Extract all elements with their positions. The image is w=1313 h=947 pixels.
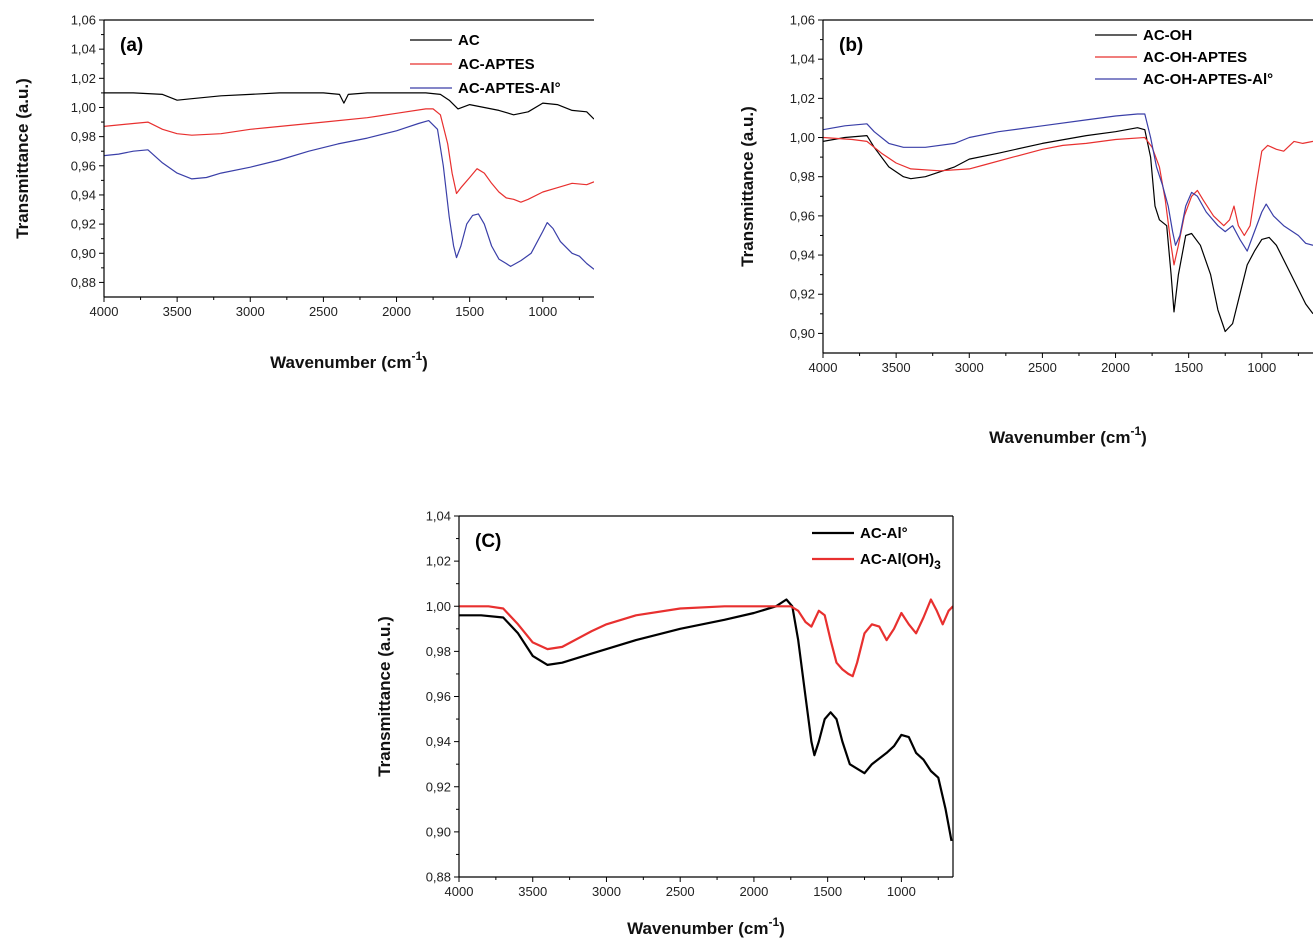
legend-label-text: AC-OH — [1143, 27, 1192, 44]
x-axis-title-sup: -1 — [412, 349, 423, 363]
y-tick-label: 0,98 — [790, 169, 815, 184]
x-axis-title-b: Wavenumber (cm-1) — [989, 424, 1147, 447]
y-tick-label: 0,88 — [426, 870, 451, 885]
y-tick-label: 0,90 — [790, 326, 815, 341]
x-axis-title-close: ) — [1141, 428, 1147, 447]
x-axis-title-sup: -1 — [1131, 424, 1142, 438]
legend-label-b-2: AC-OH-APTES-Al° — [1143, 71, 1273, 88]
chart-panel-c: 4000 3500 3000 2500 2000 1500 1000 0,88 0,90 0,92… — [375, 509, 954, 938]
x-tick-label: 2000 — [739, 884, 768, 899]
series-line-a-2 — [104, 120, 594, 270]
series-line-b-1 — [823, 136, 1313, 266]
panel-label-b: (b) — [839, 35, 863, 56]
legend-label-text: AC-OH-APTES — [1143, 49, 1247, 66]
y-tick-label: 0,92 — [790, 287, 815, 302]
y-tick-label: 0,96 — [426, 689, 451, 704]
y-tick-label: 0,92 — [71, 217, 96, 232]
series-line-c-1 — [459, 598, 953, 678]
chart-panel-b: 4000 3500 3000 2500 2000 1500 1000 0,90 0,92 0,94… — [738, 13, 1313, 447]
panel-label-a: (a) — [120, 35, 143, 56]
y-tick-label: 0,90 — [71, 246, 96, 261]
y-tick-label: 1,00 — [71, 100, 96, 115]
x-tick-label: 2500 — [666, 884, 695, 899]
x-axis-title-c: Wavenumber (cm-1) — [627, 915, 785, 938]
chart-panel-a: 4000 3500 3000 2500 2000 1500 1000 0,88 0,90 0,92… — [13, 13, 594, 372]
x-tick-label: 2000 — [1101, 360, 1130, 375]
legend-label-c-0: AC-Al° — [860, 525, 908, 542]
y-tick-label: 0,94 — [790, 248, 815, 263]
x-tick-label: 2500 — [309, 304, 338, 319]
x-tick-label: 4000 — [809, 360, 838, 375]
x-tick-label: 2000 — [382, 304, 411, 319]
y-tick-label: 1,06 — [71, 13, 96, 28]
x-axis-title-close: ) — [779, 919, 785, 938]
x-tick-label: 3000 — [955, 360, 984, 375]
x-tick-label: 1500 — [813, 884, 842, 899]
y-tick-label: 1,06 — [790, 13, 815, 28]
y-tick-label: 1,04 — [426, 509, 451, 524]
x-tick-label: 1000 — [1247, 360, 1276, 375]
y-tick-label: 1,04 — [71, 42, 96, 57]
y-tick-label: 1,02 — [71, 71, 96, 86]
x-axis-title-unit: (cm — [381, 353, 411, 372]
x-axis-title-close: ) — [422, 353, 428, 372]
x-tick-label: 3000 — [592, 884, 621, 899]
x-tick-label: 1500 — [1174, 360, 1203, 375]
y-tick-label: 1,02 — [790, 91, 815, 106]
legend-label-text: AC-Al(OH) — [860, 551, 934, 568]
y-tick-label: 0,88 — [71, 275, 96, 290]
series-line-c-0 — [459, 598, 953, 842]
y-tick-label: 0,92 — [426, 779, 451, 794]
y-tick-label: 0,96 — [790, 208, 815, 223]
y-tick-label: 1,02 — [426, 554, 451, 569]
y-tick-label: 0,96 — [71, 158, 96, 173]
y-tick-label: 0,90 — [426, 824, 451, 839]
legend-label-text: AC-APTES — [458, 56, 535, 73]
y-tick-label: 0,98 — [426, 644, 451, 659]
x-axis-title-text: Wavenumber — [270, 353, 377, 372]
x-axis-title-sup: -1 — [769, 915, 780, 929]
y-tick-label: 1,00 — [426, 599, 451, 614]
legend-label-subscript: 3 — [934, 558, 941, 572]
x-tick-label: 1000 — [887, 884, 916, 899]
x-tick-label: 3500 — [882, 360, 911, 375]
y-tick-label: 1,04 — [790, 52, 815, 67]
y-tick-label: 0,94 — [426, 734, 451, 749]
x-axis-title-a: Wavenumber (cm-1) — [270, 349, 428, 372]
legend-label-text: AC-Al° — [860, 525, 908, 542]
series-line-b-0 — [823, 127, 1313, 333]
x-tick-label: 1500 — [455, 304, 484, 319]
legend-label-c-1: AC-Al(OH)3 — [860, 551, 941, 572]
y-tick-label: 0,94 — [71, 187, 96, 202]
x-tick-label: 4000 — [90, 304, 119, 319]
series-line-a-1 — [104, 108, 594, 203]
x-tick-label: 3500 — [163, 304, 192, 319]
x-tick-label: 1000 — [528, 304, 557, 319]
legend-label-a-1: AC-APTES — [458, 56, 535, 73]
x-axis-title-unit: (cm — [738, 919, 768, 938]
legend-label-a-0: AC — [458, 32, 480, 49]
series-line-b-2 — [823, 113, 1313, 252]
x-tick-label: 4000 — [445, 884, 474, 899]
legend-label-text: AC — [458, 32, 480, 49]
x-axis-title-text: Wavenumber — [627, 919, 734, 938]
series-line-a-0 — [104, 92, 594, 120]
legend-label-b-1: AC-OH-APTES — [1143, 49, 1247, 66]
legend-label-text: AC-APTES-Al° — [458, 80, 561, 97]
x-axis-title-unit: (cm — [1100, 428, 1130, 447]
y-axis-title-a: Transmittance (a.u.) — [13, 78, 32, 239]
y-tick-label: 0,98 — [71, 129, 96, 144]
panel-label-c: (C) — [475, 531, 501, 552]
x-tick-label: 3000 — [236, 304, 265, 319]
legend-label-b-0: AC-OH — [1143, 27, 1192, 44]
y-tick-label: 1,00 — [790, 130, 815, 145]
legend-label-a-2: AC-APTES-Al° — [458, 80, 561, 97]
x-axis-title-text: Wavenumber — [989, 428, 1096, 447]
y-axis-title-b: Transmittance (a.u.) — [738, 106, 757, 267]
x-tick-label: 2500 — [1028, 360, 1057, 375]
legend-label-text: AC-OH-APTES-Al° — [1143, 71, 1273, 88]
y-axis-title-c: Transmittance (a.u.) — [375, 616, 394, 777]
x-tick-label: 3500 — [518, 884, 547, 899]
